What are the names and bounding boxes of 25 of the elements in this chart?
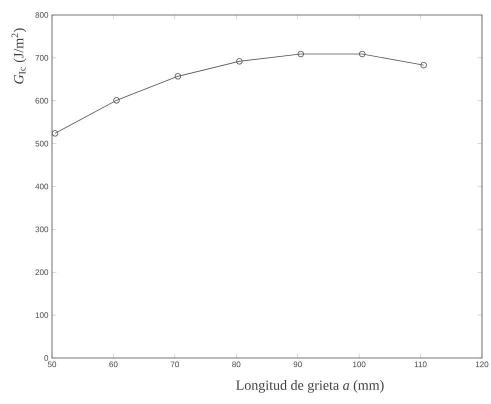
point	[174, 73, 182, 80]
x-tick-label: 120	[476, 362, 488, 368]
y-tick-label: 600	[36, 98, 48, 104]
y-tick-label: 500	[35, 140, 48, 146]
x-tick-label: 60	[109, 362, 118, 368]
x-tick-label: 70	[170, 362, 179, 368]
point	[113, 97, 120, 104]
point	[359, 50, 366, 58]
y-tick-label: 200	[36, 269, 48, 276]
x-tick-label: 110	[414, 362, 427, 368]
x-tick-label: 90	[294, 362, 302, 368]
y-tick-label: 100	[36, 312, 48, 318]
x-tick-label: 50	[48, 362, 56, 368]
x-tick-label: 80	[232, 362, 240, 368]
y-axis-title: G$_{Ic}$ (J/m$^{2}$)	[12, 28, 26, 84]
y-tick-label: 300	[35, 226, 48, 232]
y-tick-label: 700	[36, 55, 48, 61]
x-tick-label: 100	[353, 362, 366, 368]
point	[420, 62, 427, 68]
point	[298, 50, 304, 58]
y-tick-label: 0	[44, 355, 48, 361]
y-tick-label: 800	[35, 12, 48, 18]
y-tick-label: 400	[35, 184, 48, 190]
x-axis-title: Longitud de grieta a (mm)	[236, 380, 384, 393]
point	[236, 58, 243, 65]
